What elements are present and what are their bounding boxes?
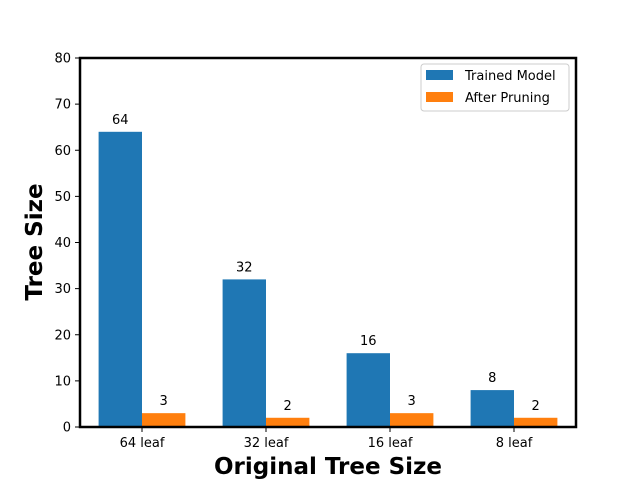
- y-tick-label-20: 20: [54, 328, 71, 343]
- plot-frame: [78, 56, 578, 429]
- y-axis: 0 10 20 30 40 50 60 70 80: [54, 52, 80, 436]
- x-axis: 64 leaf 32 leaf 16 leaf 8 leaf: [120, 427, 533, 451]
- bar-trained-model-16-leaf: [346, 353, 390, 427]
- bar-trained-model-8-leaf: [470, 390, 514, 427]
- legend-swatch-after-pruning: [426, 92, 453, 102]
- legend-label-trained-model: Trained Model: [464, 69, 556, 84]
- data-label-after-pruning-32-leaf: 2: [284, 399, 292, 414]
- data-label-trained-model-64-leaf: 64: [112, 113, 129, 128]
- data-label-after-pruning-8-leaf: 2: [532, 399, 540, 414]
- y-tick-label-40: 40: [54, 236, 71, 251]
- bar-after-pruning-8-leaf: [514, 417, 558, 427]
- y-tick-label-0: 0: [63, 421, 71, 436]
- data-label-trained-model-8-leaf: 8: [488, 371, 496, 386]
- legend-box: [420, 63, 570, 112]
- y-tick-label-50: 50: [54, 190, 71, 205]
- y-tick-label-10: 10: [54, 374, 71, 389]
- bars: [98, 131, 558, 428]
- x-tick-label-32-leaf: 32 leaf: [244, 436, 289, 451]
- y-tick-label-70: 70: [54, 98, 71, 113]
- x-tick-label-16-leaf: 16 leaf: [368, 436, 413, 451]
- data-label-trained-model-32-leaf: 32: [236, 260, 253, 275]
- legend-swatch-trained-model: [426, 70, 453, 80]
- data-label-trained-model-16-leaf: 16: [360, 334, 377, 349]
- data-label-after-pruning-16-leaf: 3: [408, 394, 416, 409]
- bar-after-pruning-64-leaf: [142, 413, 186, 427]
- x-axis-title: Original Tree Size: [214, 454, 442, 480]
- y-axis-title: Tree Size: [22, 183, 48, 300]
- x-tick-label-8-leaf: 8 leaf: [496, 436, 533, 451]
- x-tick-label-64-leaf: 64 leaf: [120, 436, 165, 451]
- bar-trained-model-32-leaf: [222, 279, 266, 427]
- data-label-after-pruning-64-leaf: 3: [160, 394, 168, 409]
- y-tick-label-80: 80: [54, 52, 71, 67]
- bar-after-pruning-32-leaf: [266, 417, 310, 427]
- bar-after-pruning-16-leaf: [390, 413, 434, 427]
- legend-label-after-pruning: After Pruning: [465, 91, 550, 106]
- y-tick-label-60: 60: [54, 144, 71, 159]
- legend: Trained Model After Pruning: [420, 63, 570, 112]
- y-tick-label-30: 30: [54, 282, 71, 297]
- bar-trained-model-64-leaf: [98, 131, 142, 428]
